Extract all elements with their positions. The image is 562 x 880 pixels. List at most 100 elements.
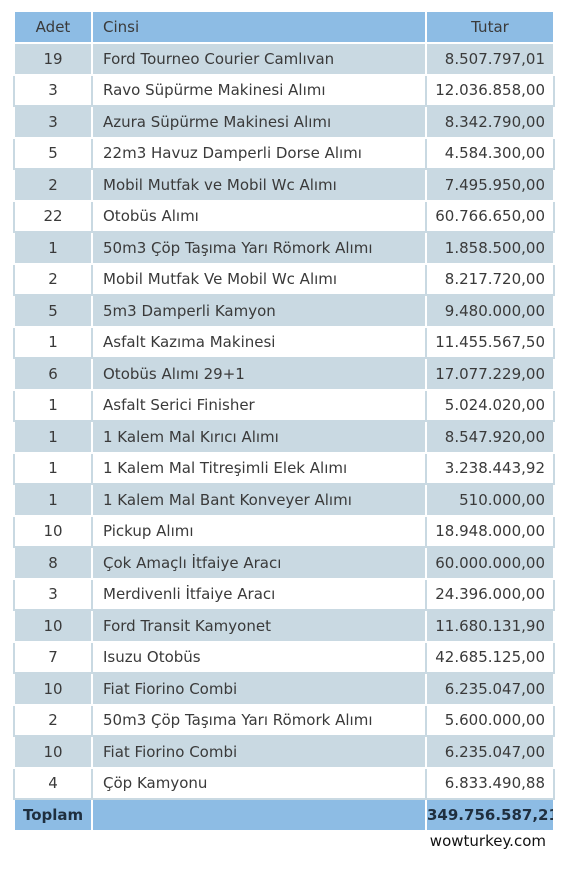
table-row: 5 22m3 Havuz Damperli Dorse Alımı 4.584.30…	[13, 136, 555, 170]
cell-tutar: 1.858.500,00	[425, 231, 555, 265]
cell-cinsi: 1 Kalem Mal Kırıcı Alımı	[91, 420, 427, 454]
cell-adet: 7	[13, 640, 93, 674]
table-header-row: Adet Cinsi Tutar	[13, 10, 555, 44]
cell-cinsi: Mobil Mutfak Ve Mobil Wc Alımı	[91, 262, 427, 296]
cell-adet: 3	[13, 105, 93, 139]
table-row: 3 Merdivenli İtfaiye Aracı 24.396.000,00	[13, 577, 555, 611]
cell-cinsi: Pickup Alımı	[91, 514, 427, 548]
cell-tutar: 5.024.020,00	[425, 388, 555, 422]
cell-cinsi: Fiat Fiorino Combi	[91, 735, 427, 769]
cell-adet: 1	[13, 420, 93, 454]
cell-tutar: 8.217.720,00	[425, 262, 555, 296]
cell-cinsi: Çok Amaçlı İtfaiye Aracı	[91, 546, 427, 580]
cell-cinsi: 5m3 Damperli Kamyon	[91, 294, 427, 328]
cell-cinsi: Isuzu Otobüs	[91, 640, 427, 674]
table-row: 8 Çok Amaçlı İtfaiye Aracı 60.000.000,00	[13, 546, 555, 580]
header-cinsi: Cinsi	[91, 10, 427, 44]
cell-tutar: 60.000.000,00	[425, 546, 555, 580]
cell-cinsi: 50m3 Çöp Taşıma Yarı Römork Alımı	[91, 231, 427, 265]
cell-tutar: 510.000,00	[425, 483, 555, 517]
cell-tutar: 11.455.567,50	[425, 325, 555, 359]
table-row: 4 Çöp Kamyonu 6.833.490,88	[13, 766, 555, 800]
cell-adet: 1	[13, 483, 93, 517]
cell-cinsi: Fiat Fiorino Combi	[91, 672, 427, 706]
cell-tutar: 9.480.000,00	[425, 294, 555, 328]
cell-tutar: 3.238.443,92	[425, 451, 555, 485]
cell-tutar: 18.948.000,00	[425, 514, 555, 548]
vehicle-purchase-table: Adet Cinsi Tutar 19 Ford Tourneo Courier …	[13, 10, 555, 832]
table-row: 10 Fiat Fiorino Combi 6.235.047,00	[13, 672, 555, 706]
cell-adet: 10	[13, 735, 93, 769]
cell-cinsi: Otobüs Alımı 29+1	[91, 357, 427, 391]
table-row: 1 50m3 Çöp Taşıma Yarı Römork Alımı 1.858.…	[13, 231, 555, 265]
cell-tutar: 12.036.858,00	[425, 73, 555, 107]
table-row: 3 Ravo Süpürme Makinesi Alımı 12.036.858,0…	[13, 73, 555, 107]
cell-tutar: 6.833.490,88	[425, 766, 555, 800]
cell-cinsi: Çöp Kamyonu	[91, 766, 427, 800]
table-total-row: Toplam 349.756.587,21	[13, 798, 555, 832]
table-row: 10 Ford Transit Kamyonet 11.680.131,90	[13, 609, 555, 643]
total-spacer	[91, 798, 427, 832]
cell-adet: 3	[13, 577, 93, 611]
cell-adet: 4	[13, 766, 93, 800]
cell-adet: 2	[13, 703, 93, 737]
cell-adet: 5	[13, 294, 93, 328]
watermark: wowturkey.com	[427, 832, 548, 850]
table-row: 7 Isuzu Otobüs 42.685.125,00	[13, 640, 555, 674]
cell-adet: 3	[13, 73, 93, 107]
cell-adet: 6	[13, 357, 93, 391]
cell-adet: 2	[13, 262, 93, 296]
cell-cinsi: 22m3 Havuz Damperli Dorse Alımı	[91, 136, 427, 170]
cell-adet: 10	[13, 672, 93, 706]
cell-adet: 5	[13, 136, 93, 170]
table-row: 19 Ford Tourneo Courier Camlıvan 8.507.797…	[13, 42, 555, 76]
cell-tutar: 17.077.229,00	[425, 357, 555, 391]
cell-cinsi: Merdivenli İtfaiye Aracı	[91, 577, 427, 611]
cell-adet: 1	[13, 231, 93, 265]
cell-tutar: 4.584.300,00	[425, 136, 555, 170]
cell-adet: 19	[13, 42, 93, 76]
total-value: 349.756.587,21	[425, 798, 555, 832]
cell-tutar: 42.685.125,00	[425, 640, 555, 674]
cell-cinsi: Asfalt Serici Finisher	[91, 388, 427, 422]
table-row: 3 Azura Süpürme Makinesi Alımı 8.342.790,0…	[13, 105, 555, 139]
header-tutar: Tutar	[425, 10, 555, 44]
cell-tutar: 24.396.000,00	[425, 577, 555, 611]
cell-tutar: 8.547.920,00	[425, 420, 555, 454]
cell-tutar: 7.495.950,00	[425, 168, 555, 202]
cell-cinsi: Ravo Süpürme Makinesi Alımı	[91, 73, 427, 107]
cell-adet: 1	[13, 388, 93, 422]
cell-tutar: 6.235.047,00	[425, 672, 555, 706]
table-row: 6 Otobüs Alımı 29+1 17.077.229,00	[13, 357, 555, 391]
cell-tutar: 5.600.000,00	[425, 703, 555, 737]
cell-cinsi: Ford Tourneo Courier Camlıvan	[91, 42, 427, 76]
total-label: Toplam	[13, 798, 93, 832]
cell-cinsi: Ford Transit Kamyonet	[91, 609, 427, 643]
header-adet: Adet	[13, 10, 93, 44]
cell-tutar: 8.342.790,00	[425, 105, 555, 139]
table-row: 2 Mobil Mutfak ve Mobil Wc Alımı 7.495.950…	[13, 168, 555, 202]
table-row: 10 Pickup Alımı 18.948.000,00	[13, 514, 555, 548]
cell-tutar: 60.766.650,00	[425, 199, 555, 233]
cell-cinsi: Azura Süpürme Makinesi Alımı	[91, 105, 427, 139]
cell-adet: 2	[13, 168, 93, 202]
cell-cinsi: Mobil Mutfak ve Mobil Wc Alımı	[91, 168, 427, 202]
cell-tutar: 8.507.797,01	[425, 42, 555, 76]
cell-adet: 1	[13, 451, 93, 485]
table-row: 2 Mobil Mutfak Ve Mobil Wc Alımı 8.217.720…	[13, 262, 555, 296]
cell-adet: 10	[13, 514, 93, 548]
cell-tutar: 11.680.131,90	[425, 609, 555, 643]
table-row: 1 Asfalt Serici Finisher 5.024.020,00	[13, 388, 555, 422]
table-row: 5 5m3 Damperli Kamyon 9.480.000,00	[13, 294, 555, 328]
cell-adet: 10	[13, 609, 93, 643]
cell-cinsi: 50m3 Çöp Taşıma Yarı Römork Alımı	[91, 703, 427, 737]
table-row: 22 Otobüs Alımı 60.766.650,00	[13, 199, 555, 233]
table-row: 10 Fiat Fiorino Combi 6.235.047,00	[13, 735, 555, 769]
cell-cinsi: 1 Kalem Mal Bant Konveyer Alımı	[91, 483, 427, 517]
cell-cinsi: Asfalt Kazıma Makinesi	[91, 325, 427, 359]
cell-adet: 22	[13, 199, 93, 233]
cell-adet: 8	[13, 546, 93, 580]
